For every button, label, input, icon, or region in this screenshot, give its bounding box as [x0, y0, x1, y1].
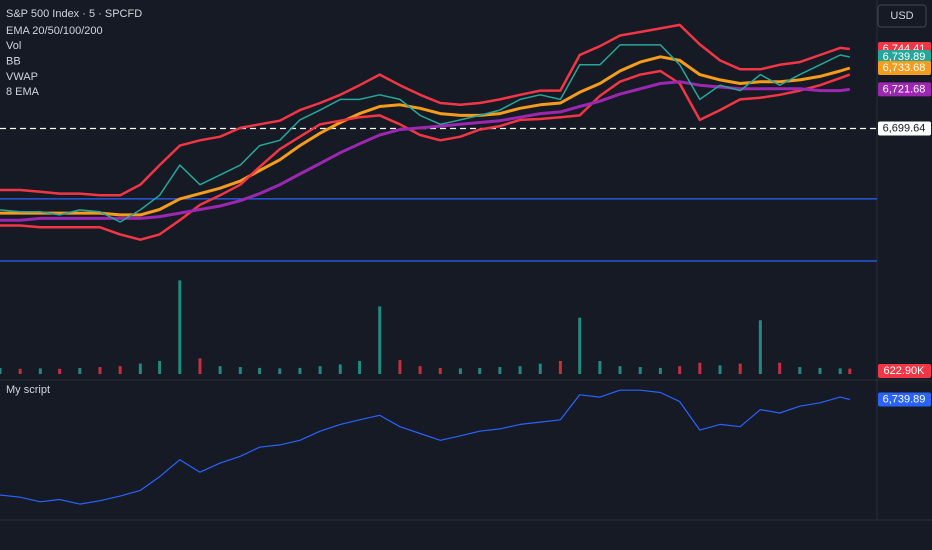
- band-lower: [0, 69, 851, 241]
- currency-label[interactable]: USD: [890, 10, 913, 22]
- volume-bar: [218, 366, 222, 374]
- volume-bar: [98, 367, 102, 374]
- volume-bar: [378, 306, 382, 374]
- volume-bar: [718, 365, 722, 374]
- volume-bar: [458, 368, 462, 374]
- plot: [0, 23, 877, 505]
- volume-bar: [178, 280, 182, 374]
- volume-bar: [78, 367, 82, 374]
- script-line: [0, 389, 850, 505]
- volume-bar: [298, 367, 302, 374]
- price-tag: 6,733.68: [883, 62, 926, 74]
- indicator-label: VWAP: [6, 71, 38, 83]
- volume-bar: [538, 363, 542, 374]
- volume-bar: [58, 368, 62, 374]
- volume-bar: [798, 367, 802, 374]
- volume-bar: [338, 364, 342, 374]
- volume-bar: [398, 360, 402, 374]
- indicator-label: BB: [6, 56, 21, 68]
- volume-bar: [18, 368, 22, 374]
- volume-bar: [838, 368, 842, 374]
- volume-bar: [438, 367, 442, 374]
- volume-bar: [318, 366, 322, 374]
- volume-bar: [238, 367, 242, 374]
- price-tag-bg: [878, 364, 931, 378]
- volume-bar: [658, 367, 662, 374]
- chart-title: S&P 500 Index · 5 · SPCFD: [6, 8, 142, 20]
- volume-bar: [38, 368, 42, 374]
- series-line: [0, 44, 850, 223]
- volume-bar: [678, 366, 682, 374]
- volume-bar: [158, 361, 162, 374]
- band-upper: [0, 23, 850, 197]
- volume-bar: [848, 368, 852, 374]
- volume-bar: [198, 358, 202, 374]
- volume-bar: [778, 362, 782, 374]
- price-tag: 6,721.68: [883, 83, 926, 95]
- volume-bar: [738, 363, 742, 374]
- price-tag-bg: [878, 392, 931, 407]
- volume-bar: [578, 317, 582, 374]
- price-tag: 6,739.89: [883, 51, 926, 63]
- volume-bar: [518, 366, 522, 374]
- volume-bar: [698, 362, 702, 374]
- volume-bar: [758, 320, 762, 374]
- indicator-label: EMA 20/50/100/200: [6, 25, 103, 37]
- price-tag-bg: [878, 121, 931, 136]
- volume-bar: [418, 366, 422, 374]
- price-tag: 622.90K: [884, 365, 926, 377]
- price-tag-bg: [878, 61, 931, 76]
- volume-bar: [638, 367, 642, 374]
- volume-bar: [558, 361, 562, 374]
- volume-bar: [818, 367, 822, 374]
- indicator-label: Vol: [6, 40, 21, 52]
- volume-bar: [138, 363, 142, 374]
- volume-bar: [598, 361, 602, 374]
- volume-bar: [358, 361, 362, 374]
- price-tag-bg: [878, 82, 931, 97]
- volume-bar: [478, 367, 482, 374]
- volume-bar: [0, 367, 2, 374]
- volume-bar: [498, 367, 502, 374]
- currency-button[interactable]: [877, 4, 927, 28]
- volume-bar: [278, 368, 282, 374]
- volume-bar: [118, 366, 122, 374]
- series-line: [0, 55, 851, 217]
- price-tag: 6,739.89: [883, 393, 926, 405]
- indicator-label: 8 EMA: [6, 86, 40, 98]
- volume-bar: [258, 367, 262, 374]
- volume-bar: [618, 366, 622, 374]
- price-tag: 6,699.64: [883, 122, 926, 134]
- price-tag-bg: [878, 50, 931, 65]
- pane-title: My script: [6, 384, 50, 396]
